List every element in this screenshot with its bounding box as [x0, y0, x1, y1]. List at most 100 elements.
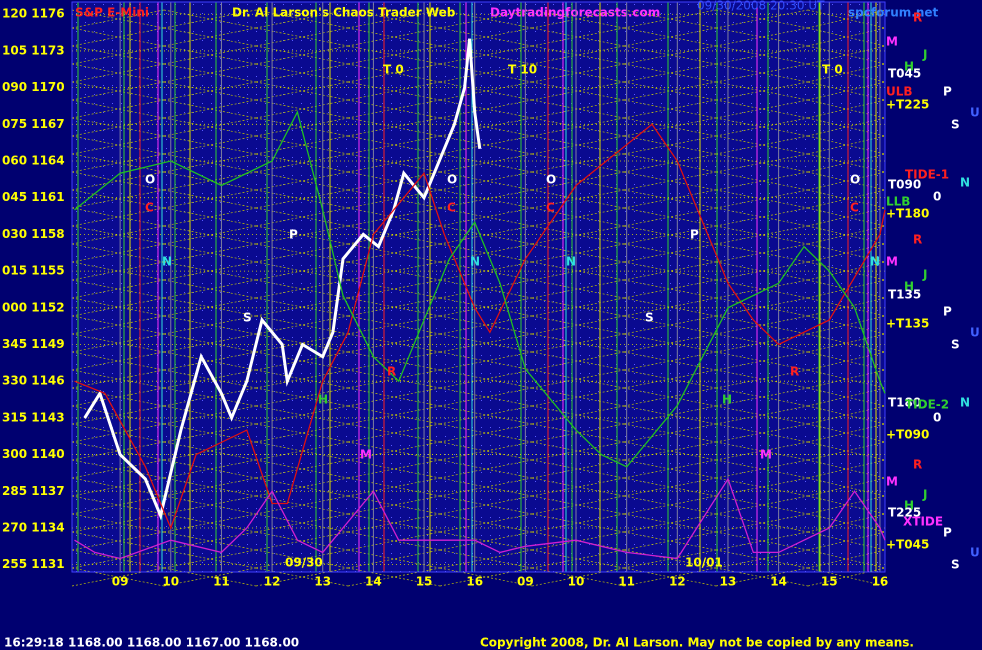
lattice-line — [807, 333, 886, 353]
lattice-line — [807, 27, 886, 47]
lattice-line — [807, 387, 886, 407]
chart-marker: N — [162, 255, 172, 269]
chart-marker: O — [447, 173, 457, 187]
x-tick-label: 11 — [213, 575, 230, 589]
right-label: M — [886, 255, 898, 269]
lattice-line — [807, 567, 886, 587]
chart-marker: N — [870, 255, 880, 269]
right-label: U — [970, 106, 980, 120]
lattice-line — [807, 153, 886, 173]
chart-marker: P — [690, 228, 699, 242]
y-tick-label: 315 1143 — [2, 410, 65, 424]
chart-marker: T 10 — [508, 63, 537, 77]
lattice-line — [807, 63, 886, 83]
lattice-line — [807, 99, 886, 119]
x-tick-label: 09 — [517, 575, 534, 589]
site: Daytradingforecasts.com — [490, 6, 660, 20]
chart-marker: T 0 — [383, 63, 404, 77]
forum: spcforum.net — [848, 6, 939, 20]
x-tick-label: 14 — [770, 575, 787, 589]
lattice-line — [807, 477, 886, 497]
right-label: R — [913, 233, 922, 247]
chart-marker: M — [360, 448, 372, 462]
chart-marker: O — [145, 173, 155, 187]
y-tick-label: 300 1140 — [2, 447, 65, 461]
right-label: N — [960, 396, 970, 410]
right-label: R — [913, 458, 922, 472]
lattice-line — [807, 207, 886, 227]
lattice-line — [807, 387, 886, 407]
lattice-line — [807, 423, 886, 443]
y-tick-label: 030 1158 — [2, 227, 65, 241]
x-tick-label: 10 — [162, 575, 179, 589]
chart-marker: P — [289, 228, 298, 242]
lattice-line — [807, 189, 886, 209]
title: Dr. Al Larson's Chaos Trader Web — [232, 6, 456, 20]
series-line — [74, 110, 886, 468]
right-label: S — [951, 558, 960, 572]
right-label: M — [886, 35, 898, 49]
lattice-line — [807, 279, 886, 299]
y-tick-label: 105 1173 — [2, 43, 65, 57]
right-label: LLB — [886, 195, 910, 209]
right-label: ULB — [886, 85, 913, 99]
lattice-line — [807, 45, 886, 65]
lattice-line — [807, 351, 886, 371]
y-tick-label: 345 1149 — [2, 337, 65, 351]
lattice-line — [807, 171, 886, 191]
chart-marker: C — [546, 201, 555, 215]
lattice-line — [807, 9, 886, 29]
chart-marker: S — [645, 311, 654, 325]
lattice-line — [807, 459, 886, 479]
lattice-line — [807, 513, 886, 533]
lattice-line — [807, 81, 886, 101]
lattice-line — [807, 135, 886, 155]
right-label: H — [904, 60, 914, 74]
chart-marker: N — [566, 255, 576, 269]
right-label: +T180 — [886, 207, 929, 221]
right-label: S — [951, 338, 960, 352]
right-label: 0 — [933, 190, 941, 204]
right-label: S — [951, 118, 960, 132]
right-label: H — [904, 280, 914, 294]
right-label: T045 — [888, 67, 921, 81]
right-label: H — [904, 499, 914, 513]
right-label: TIDE-1 — [905, 168, 949, 182]
lattice-line — [807, 441, 886, 461]
lattice-line — [807, 495, 886, 515]
right-label: T225 — [888, 506, 921, 520]
lattice-line — [807, 531, 886, 551]
y-tick-label: 255 1131 — [2, 557, 65, 571]
lattice-line — [807, 531, 886, 551]
right-label: M — [886, 475, 898, 489]
lattice-line — [807, 405, 886, 425]
x-tick-label: 10 — [568, 575, 585, 589]
right-label: J — [922, 488, 927, 502]
right-label: +T225 — [886, 98, 929, 112]
right-label: J — [922, 48, 927, 62]
decoration — [71, 2, 886, 587]
right-label: +T090 — [886, 428, 929, 442]
plot-area — [72, 2, 885, 572]
y-tick-label: 075 1167 — [2, 117, 65, 131]
series-line — [83, 38, 482, 521]
lattice-line — [807, 225, 886, 245]
right-label: P — [943, 526, 952, 540]
lattice-line — [807, 315, 886, 335]
lattice-line — [807, 153, 886, 173]
x-tick-label: 11 — [618, 575, 635, 589]
right-label: U — [970, 546, 980, 560]
chart-marker: S — [243, 311, 252, 325]
lattice-line — [807, 261, 886, 281]
x-tick-label: 13 — [720, 575, 737, 589]
date-label: 10/01 — [685, 556, 723, 570]
right-label: U — [970, 326, 980, 340]
chart-marker: H — [318, 393, 328, 407]
chart-marker: C — [447, 201, 456, 215]
lattice-line — [807, 441, 886, 461]
y-tick-label: 045 1161 — [2, 190, 65, 204]
right-label: T135 — [888, 288, 921, 302]
chart-marker: R — [387, 365, 396, 379]
y-tick-label: 270 1134 — [2, 520, 65, 534]
